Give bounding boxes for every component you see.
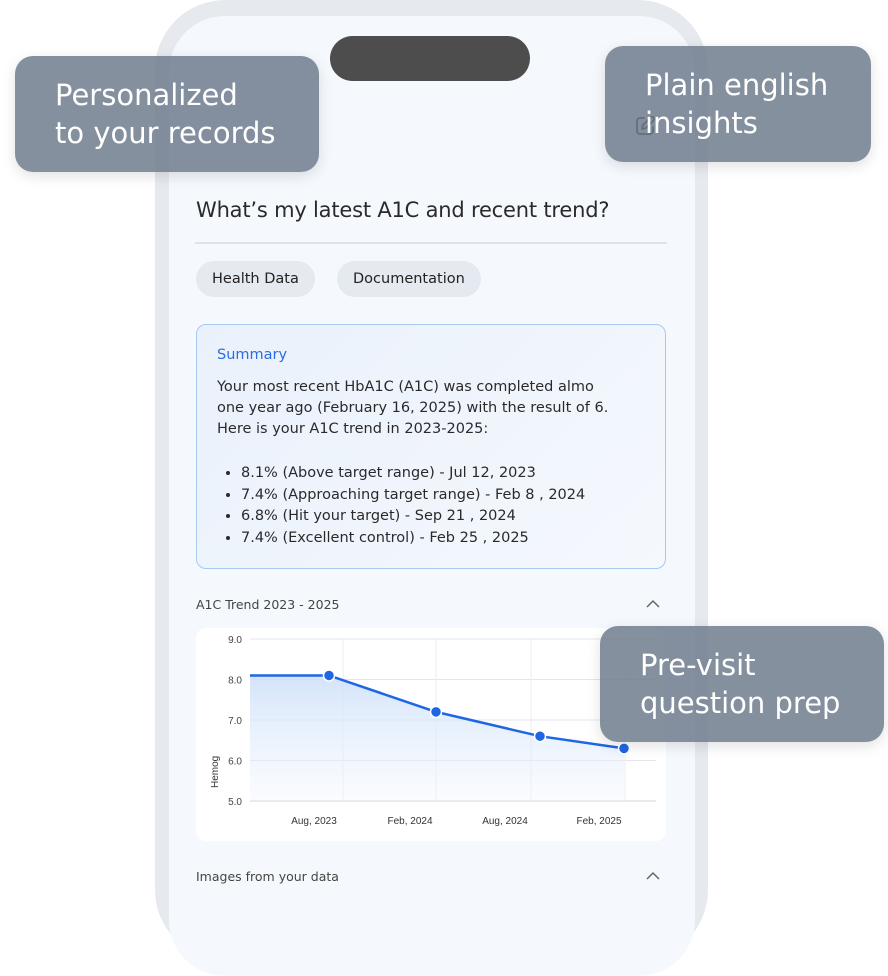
y-tick-label: 7.0 bbox=[228, 716, 242, 727]
summary-line: Here is your A1C trend in 2023-2025: bbox=[217, 421, 489, 437]
overlay-text: Plain english bbox=[645, 68, 829, 102]
list-item: 8.1% (Above target range) - Jul 12, 2023 bbox=[241, 463, 585, 485]
summary-line: Your most recent HbA1C (A1C) was complet… bbox=[217, 379, 594, 395]
y-tick-label: 9.0 bbox=[228, 635, 242, 646]
overlay-text: insights bbox=[645, 106, 758, 140]
x-tick-label: Feb, 2024 bbox=[387, 816, 432, 827]
y-tick-label: 6.0 bbox=[228, 757, 242, 768]
x-tick-label: Feb, 2025 bbox=[576, 816, 621, 827]
chevron-up-icon[interactable] bbox=[646, 599, 660, 609]
chart-card: 5.0 6.0 7.0 8.0 9.0 Aug, 2023 Feb, 2024 Aug, 20… bbox=[196, 628, 666, 841]
list-item: 7.4% (Approaching target range) - Feb 8 … bbox=[241, 485, 585, 507]
x-tick-label: Aug, 2023 bbox=[291, 816, 337, 827]
y-axis-label: Hemog bbox=[210, 756, 221, 788]
data-point bbox=[429, 705, 443, 719]
list-item: 6.8% (Hit your target) - Sep 21 , 2024 bbox=[241, 506, 585, 528]
area-fill bbox=[250, 675, 624, 801]
overlay-text: question prep bbox=[640, 686, 841, 720]
summary-body: Your most recent HbA1C (A1C) was complet… bbox=[217, 377, 663, 440]
overlay-previsit: Pre-visit question prep bbox=[600, 626, 884, 742]
data-point bbox=[322, 669, 336, 682]
y-tick-label: 5.0 bbox=[228, 797, 242, 808]
overlay-text: Personalized bbox=[55, 78, 238, 112]
summary-line: one year ago (February 16, 2025) with th… bbox=[217, 400, 609, 416]
y-tick-label: 8.0 bbox=[228, 676, 242, 687]
summary-card: Summary Your most recent HbA1C (A1C) was… bbox=[196, 324, 666, 569]
a1c-trend-chart: 5.0 6.0 7.0 8.0 9.0 Aug, 2023 Feb, 2024 Aug, 20… bbox=[210, 635, 656, 827]
dynamic-island bbox=[330, 36, 530, 81]
summary-title: Summary bbox=[217, 347, 288, 363]
list-item: 7.4% (Excellent control) - Feb 25 , 2025 bbox=[241, 528, 585, 550]
overlay-text: to your records bbox=[55, 116, 276, 150]
overlay-plain-english: Plain english insights bbox=[605, 46, 871, 162]
data-point bbox=[617, 742, 631, 755]
overlay-text: Pre-visit bbox=[640, 648, 756, 682]
chevron-up-icon[interactable] bbox=[646, 871, 660, 881]
question-title: What’s my latest A1C and recent trend? bbox=[196, 198, 610, 222]
divider bbox=[195, 242, 667, 244]
x-tick-label: Aug, 2024 bbox=[482, 816, 528, 827]
images-section-title: Images from your data bbox=[196, 869, 339, 884]
chip-health-data[interactable]: Health Data bbox=[196, 261, 315, 297]
overlay-personalized: Personalized to your records bbox=[15, 56, 319, 172]
trend-list: 8.1% (Above target range) - Jul 12, 2023… bbox=[217, 463, 585, 549]
chip-documentation[interactable]: Documentation bbox=[337, 261, 481, 297]
data-point bbox=[533, 729, 547, 743]
trend-section-title: A1C Trend 2023 - 2025 bbox=[196, 597, 340, 612]
